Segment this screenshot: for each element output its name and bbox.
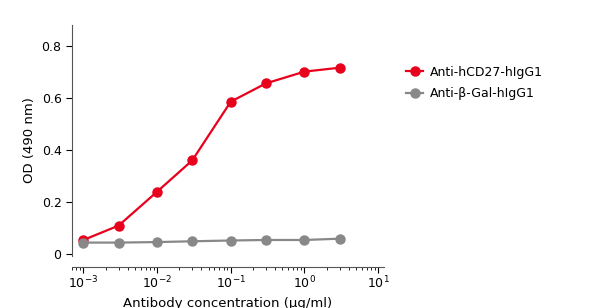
Anti-hCD27-hIgG1 [154,190,161,193]
Legend: Anti-hCD27-hIgG1, Anti-β-Gal-hIgG1: Anti-hCD27-hIgG1, Anti-β-Gal-hIgG1 [406,66,542,100]
Line: Anti-hCD27-hIgG1: Anti-hCD27-hIgG1 [79,63,344,245]
Anti-β-Gal-hIgG1 [154,240,161,244]
X-axis label: Antibody concentration (μg/ml): Antibody concentration (μg/ml) [124,297,332,308]
Anti-β-Gal-hIgG1 [336,237,343,241]
Anti-β-Gal-hIgG1 [80,241,87,245]
Anti-hCD27-hIgG1 [80,238,87,242]
Anti-hCD27-hIgG1 [336,66,343,70]
Anti-β-Gal-hIgG1 [262,238,269,242]
Anti-β-Gal-hIgG1 [188,239,196,243]
Anti-hCD27-hIgG1 [115,224,122,228]
Line: Anti-β-Gal-hIgG1: Anti-β-Gal-hIgG1 [79,234,344,247]
Anti-β-Gal-hIgG1 [227,239,235,242]
Anti-hCD27-hIgG1 [301,70,308,74]
Anti-hCD27-hIgG1 [188,159,196,162]
Anti-β-Gal-hIgG1 [301,238,308,242]
Y-axis label: OD (490 nm): OD (490 nm) [23,97,36,183]
Anti-hCD27-hIgG1 [227,100,235,103]
Anti-β-Gal-hIgG1 [115,241,122,245]
Anti-hCD27-hIgG1 [262,82,269,85]
